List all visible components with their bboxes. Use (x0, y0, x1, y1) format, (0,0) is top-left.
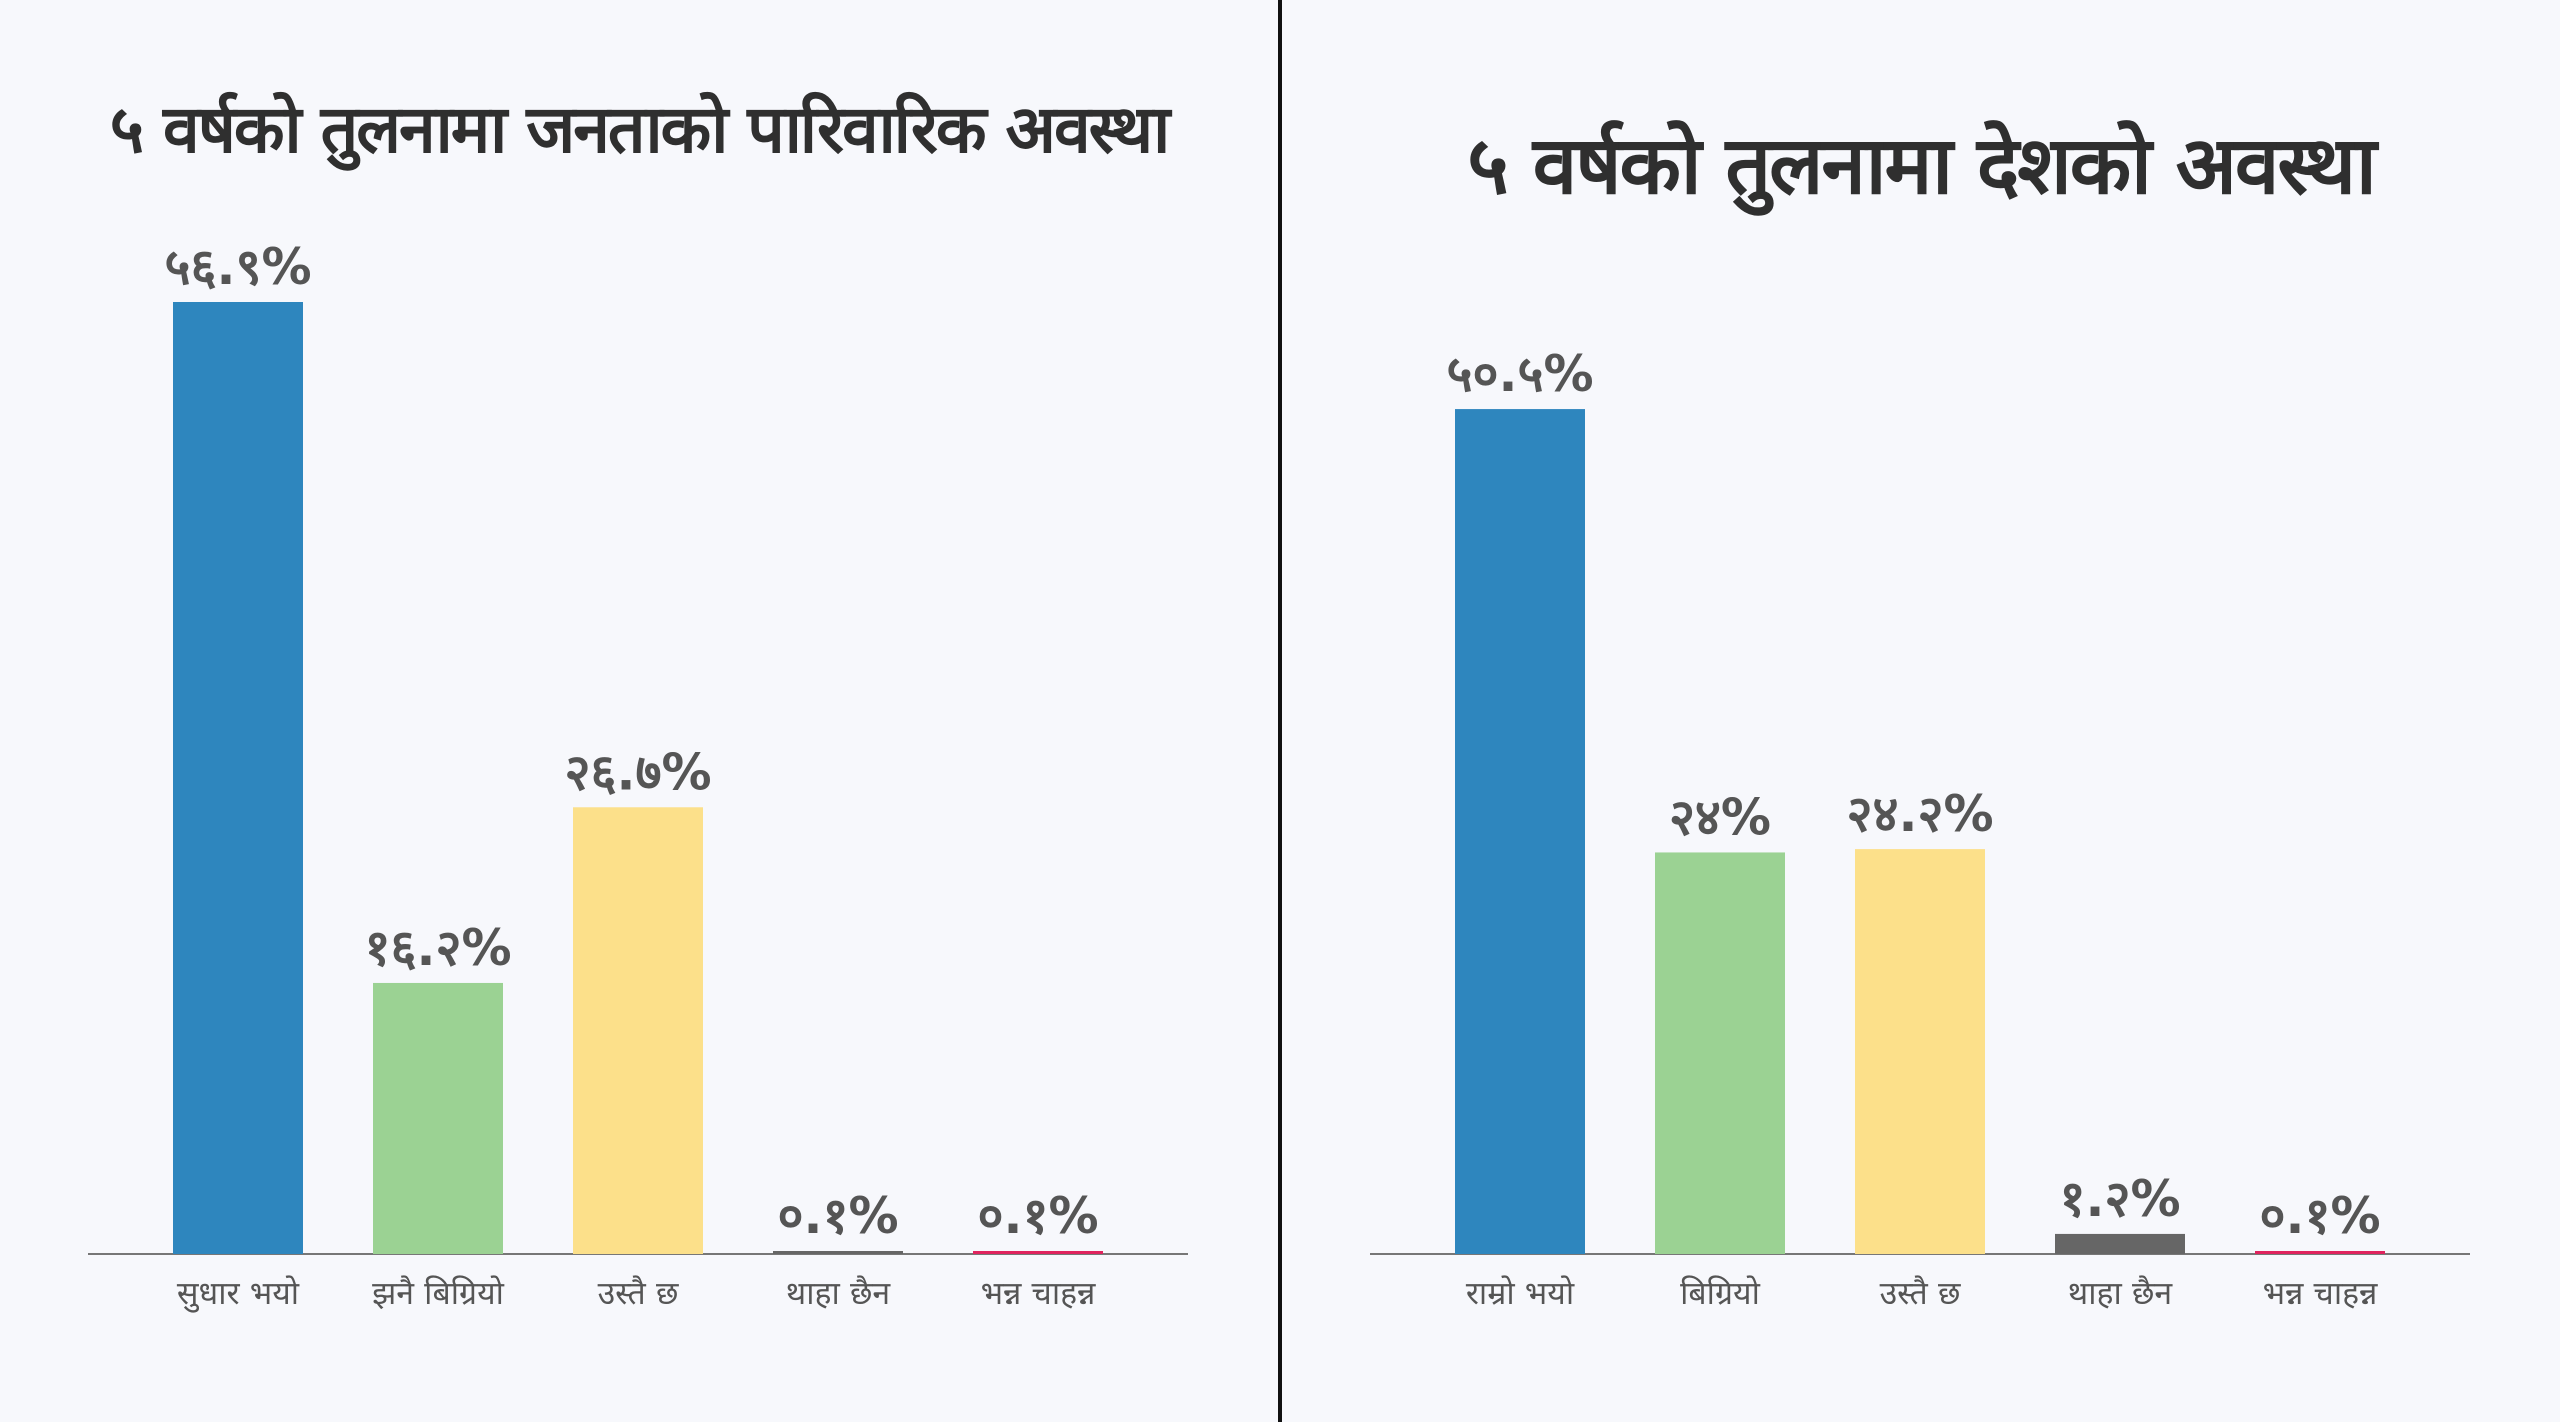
data-label: ५०.५% (1446, 345, 1593, 403)
data-label: १.२% (2059, 1170, 2180, 1228)
bar (2055, 1233, 2185, 1254)
bar (2255, 1251, 2385, 1254)
data-label: ०.१% (777, 1187, 898, 1245)
data-label: २४.२% (1846, 785, 1993, 843)
chart-panel-country: ५ वर्षको तुलनामा देशको अवस्था ५०.५% राम्र… (1282, 0, 2560, 1422)
data-label: १६.२% (364, 919, 511, 977)
data-label: ५६.९% (164, 238, 311, 296)
bar (1655, 852, 1785, 1254)
category-label: झनै बिग्रियो (372, 1274, 505, 1312)
bar (773, 1251, 903, 1254)
data-label: २४% (1669, 788, 1771, 846)
category-label: भन्न चाहन्न (2263, 1274, 2379, 1312)
panel-divider (1278, 0, 1282, 1422)
category-label: सुधार भयो (177, 1274, 300, 1313)
bar (1455, 409, 1585, 1254)
chart-title: ५ वर्षको तुलनामा जनताको पारिवारिक अवस्था (109, 91, 1171, 168)
bar (1855, 849, 1985, 1254)
category-label: उस्तै छ (598, 1274, 679, 1312)
category-label: थाहा छैन (786, 1274, 892, 1312)
bar-chart-family: ५६.९% सुधार भयो १६.२% झनै बिग्रियो २६.७% उस्त… (88, 238, 1188, 1313)
category-label: थाहा छैन (2068, 1274, 2174, 1312)
data-label: ०.१% (977, 1187, 1098, 1245)
bar (173, 302, 303, 1254)
chart-title: ५ वर्षको तुलनामा देशको अवस्था (1467, 119, 2376, 212)
category-label: भन्न चाहन्न (981, 1274, 1097, 1312)
bar (573, 807, 703, 1254)
category-label: बिग्रियो (1680, 1274, 1760, 1312)
data-label: ०.१% (2259, 1187, 2380, 1245)
category-label: उस्तै छ (1880, 1274, 1961, 1312)
bar (373, 982, 503, 1254)
category-label: राम्रो भयो (1466, 1274, 1575, 1312)
chart-panel-family: ५ वर्षको तुलनामा जनताको पारिवारिक अवस्था… (0, 0, 1278, 1422)
data-label: २६.७% (564, 743, 711, 801)
bar (973, 1251, 1103, 1254)
bar-chart-country: ५०.५% राम्रो भयो २४% बिग्रियो २४.२% उस्तै छ १.… (1370, 345, 2470, 1312)
